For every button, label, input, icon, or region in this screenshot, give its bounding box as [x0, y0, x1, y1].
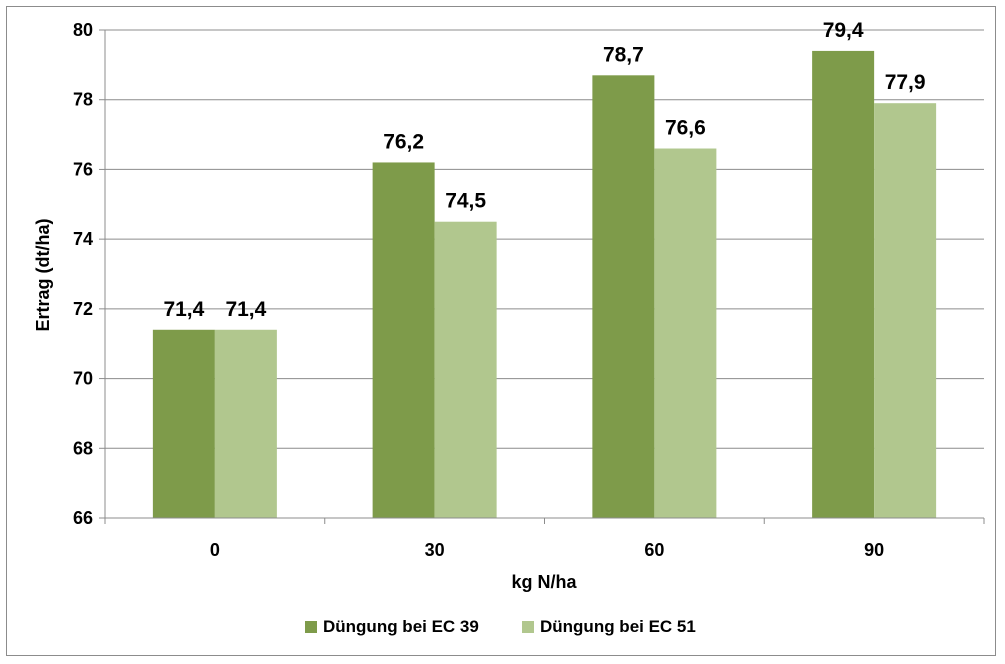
data-labels: 71,4 71,4 76,2 74,5 78,7 76,6 79,4 77,9: [163, 19, 925, 321]
bar: [214, 329, 277, 518]
bar: [874, 103, 937, 518]
bars: [152, 50, 937, 519]
bar: [812, 50, 875, 519]
x-tick-label: 0: [210, 540, 220, 560]
y-tick-label: 66: [73, 508, 93, 528]
y-tick-label: 76: [73, 159, 93, 179]
x-axis-title: kg N/ha: [511, 572, 577, 592]
tick-labels: 66 68 70 72 74 76 78 80 0 30 60 90: [73, 20, 884, 560]
data-label: 79,4: [823, 19, 864, 42]
legend-swatch: [305, 621, 317, 633]
data-label: 76,6: [665, 117, 706, 140]
data-label: 76,2: [383, 130, 424, 153]
y-tick-label: 80: [73, 20, 93, 40]
legend-swatch: [522, 621, 534, 633]
y-tick-label: 72: [73, 299, 93, 319]
bar: [372, 162, 435, 518]
bar: [434, 221, 497, 518]
x-tick-label: 60: [644, 540, 664, 560]
data-label: 77,9: [885, 71, 926, 94]
y-axis-title: Ertrag (dt/ha): [33, 218, 53, 331]
y-tick-label: 70: [73, 369, 93, 389]
data-label: 74,5: [445, 190, 486, 213]
bar: [592, 75, 655, 519]
data-label: 71,4: [163, 298, 204, 321]
axes: [99, 29, 985, 524]
x-tick-label: 90: [864, 540, 884, 560]
data-label: 71,4: [225, 298, 266, 321]
bar: [654, 148, 717, 518]
y-tick-label: 78: [73, 90, 93, 110]
y-tick-label: 68: [73, 438, 93, 458]
y-tick-label: 74: [73, 229, 93, 249]
legend: Düngung bei EC 39 Düngung bei EC 51: [305, 617, 696, 636]
data-label: 78,7: [603, 43, 644, 66]
x-tick-label: 30: [425, 540, 445, 560]
legend-label: Düngung bei EC 51: [540, 617, 696, 636]
bar: [152, 329, 215, 518]
legend-label: Düngung bei EC 39: [323, 617, 479, 636]
